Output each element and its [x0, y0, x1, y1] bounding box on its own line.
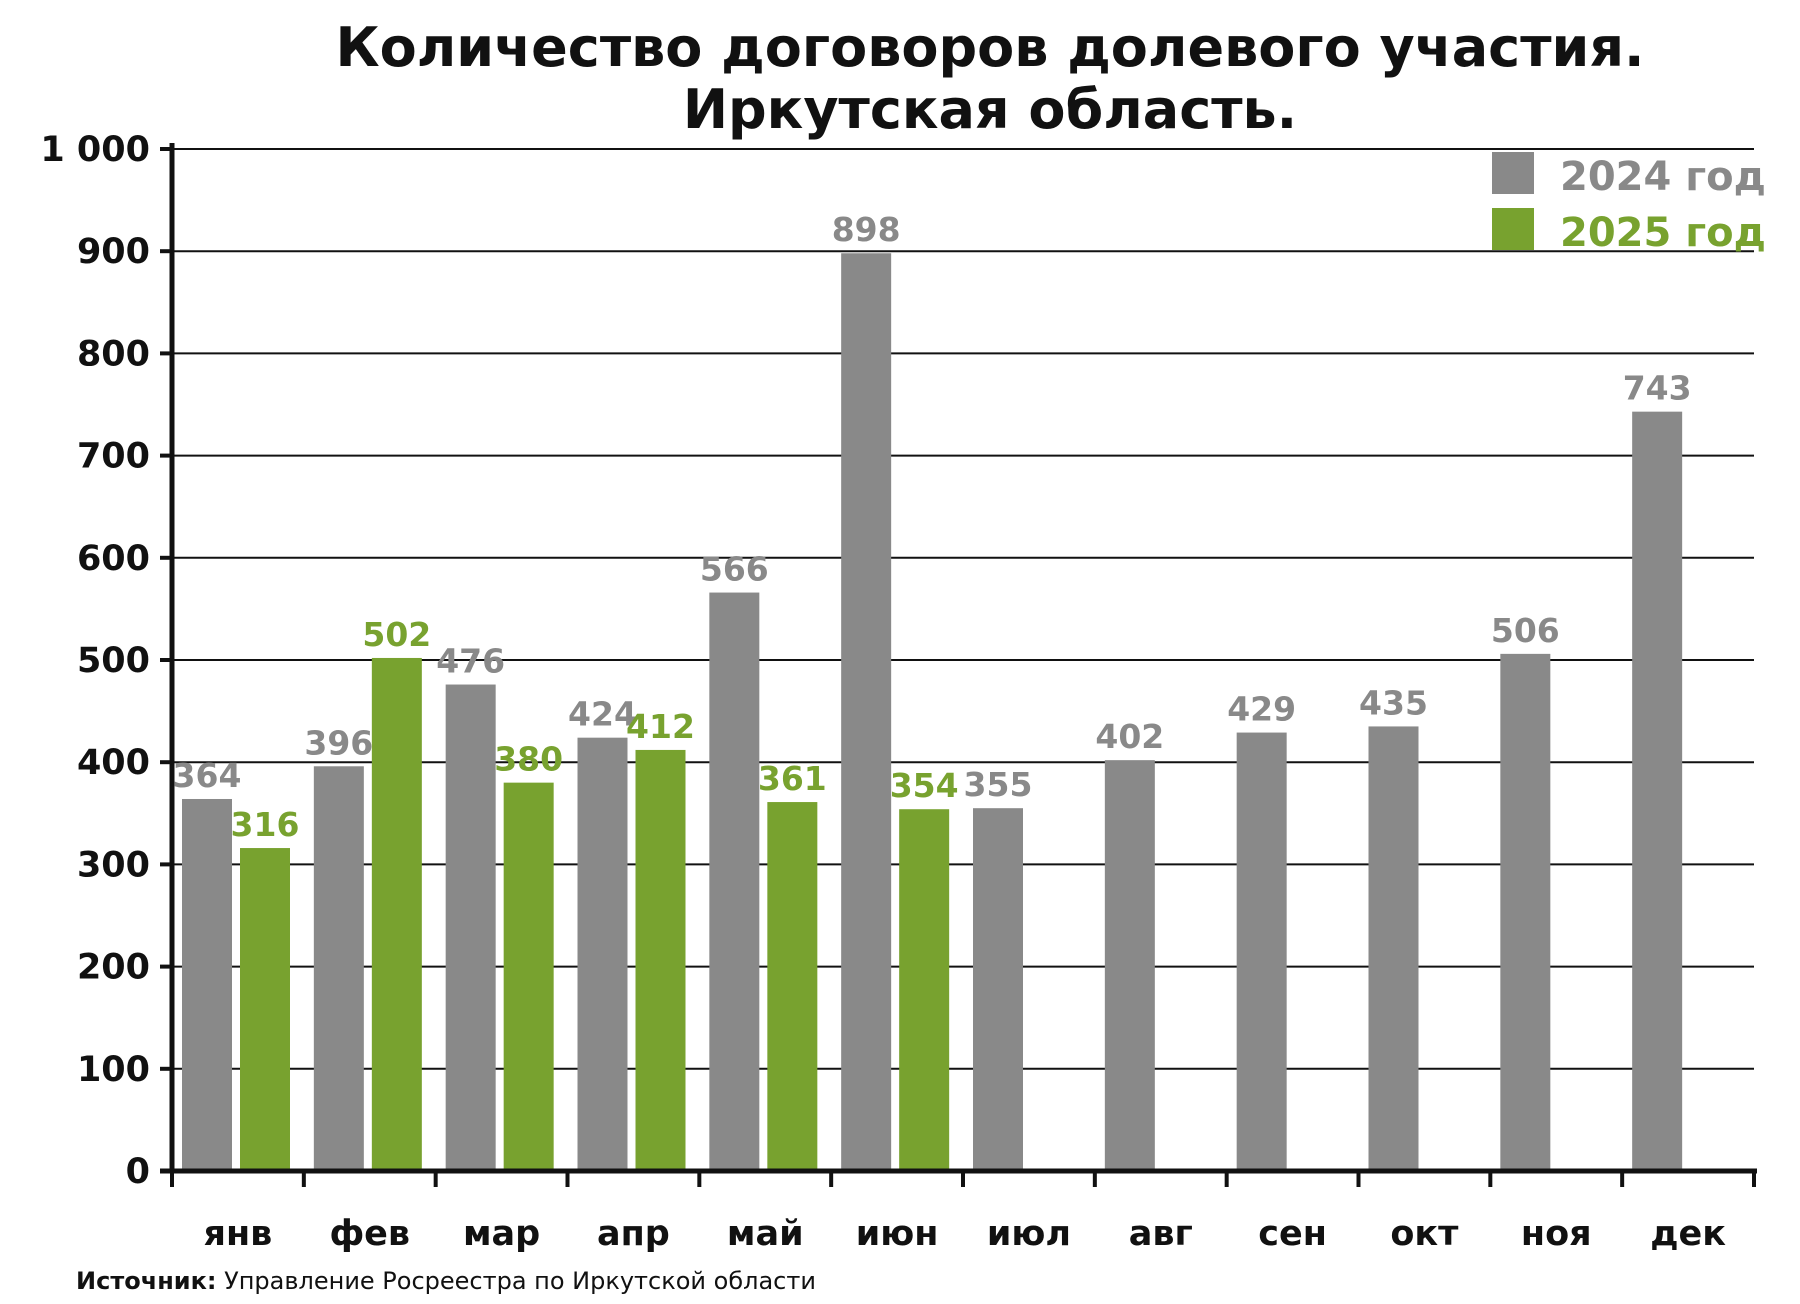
- x-tick-label: янв: [204, 1214, 273, 1254]
- data-label: 412: [626, 707, 695, 746]
- x-tick-label: окт: [1390, 1214, 1459, 1254]
- y-tick-label: 700: [77, 437, 150, 477]
- chart-title: Количество договоров долевого участия. И…: [335, 16, 1644, 141]
- bar: [1236, 732, 1287, 1171]
- source-note: Источник: Управление Росреестра по Иркут…: [76, 1267, 816, 1295]
- y-tick-label: 1 000: [40, 130, 150, 170]
- y-tick-label: 600: [77, 539, 150, 579]
- x-axis-ticks: янв фев мар апр май июн июл авг сен окт ноя дек: [170, 1171, 1756, 1254]
- bar: [973, 808, 1023, 1171]
- data-label: 566: [700, 550, 769, 589]
- x-tick-label: июл: [987, 1214, 1071, 1254]
- y-tick-label: 200: [77, 948, 150, 988]
- bar: [899, 809, 950, 1171]
- y-axis-ticks: 0 100 200 300 400 500 600 700 800 900 1 000: [40, 130, 172, 1192]
- data-label: 476: [436, 642, 505, 681]
- x-tick-label: дек: [1650, 1214, 1726, 1254]
- data-label: 380: [494, 740, 563, 779]
- x-tick-label: ноя: [1521, 1214, 1592, 1254]
- legend-label: 2024 год: [1560, 154, 1766, 200]
- y-tick-label: 900: [77, 232, 150, 272]
- source-label: Источник:: [76, 1267, 216, 1295]
- bar: [445, 684, 496, 1171]
- data-label: 424: [568, 695, 637, 734]
- data-label: 355: [964, 765, 1033, 804]
- bar: [313, 766, 364, 1171]
- legend-swatch: [1492, 208, 1534, 250]
- bar: [841, 253, 892, 1171]
- y-tick-label: 0: [126, 1152, 150, 1192]
- data-label: 898: [832, 210, 901, 249]
- source-text: Управление Росреестра по Иркутской облас…: [216, 1267, 815, 1295]
- bar: [240, 848, 290, 1171]
- x-tick-label: сен: [1258, 1214, 1327, 1254]
- grid: [172, 148, 1754, 1070]
- bar: [635, 749, 686, 1171]
- bar: [1632, 411, 1683, 1171]
- y-tick-label: 800: [77, 334, 150, 374]
- chart-title-line-1: Количество договоров долевого участия.: [335, 16, 1644, 79]
- bar: [1368, 726, 1419, 1171]
- x-tick-label: мар: [463, 1214, 540, 1254]
- data-label: 502: [362, 615, 431, 654]
- bar: [503, 782, 554, 1171]
- legend: 2024 год 2025 год: [1492, 152, 1766, 256]
- y-tick-label: 500: [77, 641, 150, 681]
- data-label: 506: [1491, 611, 1560, 650]
- x-tick-label: апр: [597, 1214, 670, 1254]
- data-label: 402: [1095, 717, 1164, 756]
- data-label: 354: [890, 766, 959, 805]
- legend-label: 2025 год: [1560, 210, 1766, 256]
- bar: [577, 737, 628, 1171]
- x-tick-label: май: [727, 1214, 804, 1254]
- x-tick-label: авг: [1129, 1214, 1193, 1254]
- data-labels: 364 396 476 424 566 898 355 402 429 435 506 743 316 5…: [173, 210, 1692, 844]
- bar: [1500, 653, 1551, 1171]
- y-tick-label: 100: [77, 1050, 150, 1090]
- data-label: 429: [1227, 690, 1296, 729]
- legend-swatch: [1492, 152, 1534, 194]
- chart-title-line-2: Иркутская область.: [683, 78, 1297, 141]
- data-label: 364: [173, 756, 242, 795]
- data-label: 435: [1359, 683, 1428, 722]
- y-tick-label: 300: [77, 845, 150, 885]
- bar: [1104, 760, 1155, 1171]
- bar: [709, 592, 760, 1171]
- x-tick-label: фев: [329, 1214, 410, 1254]
- y-tick-label: 400: [77, 743, 150, 783]
- data-label: 743: [1623, 369, 1692, 408]
- data-label: 396: [304, 723, 373, 762]
- data-label: 361: [758, 759, 827, 798]
- bar: [182, 798, 232, 1171]
- bars: [182, 253, 1683, 1171]
- x-tick-label: июн: [856, 1214, 939, 1254]
- bar: [371, 657, 422, 1171]
- bar: [767, 802, 818, 1171]
- data-label: 316: [231, 805, 300, 844]
